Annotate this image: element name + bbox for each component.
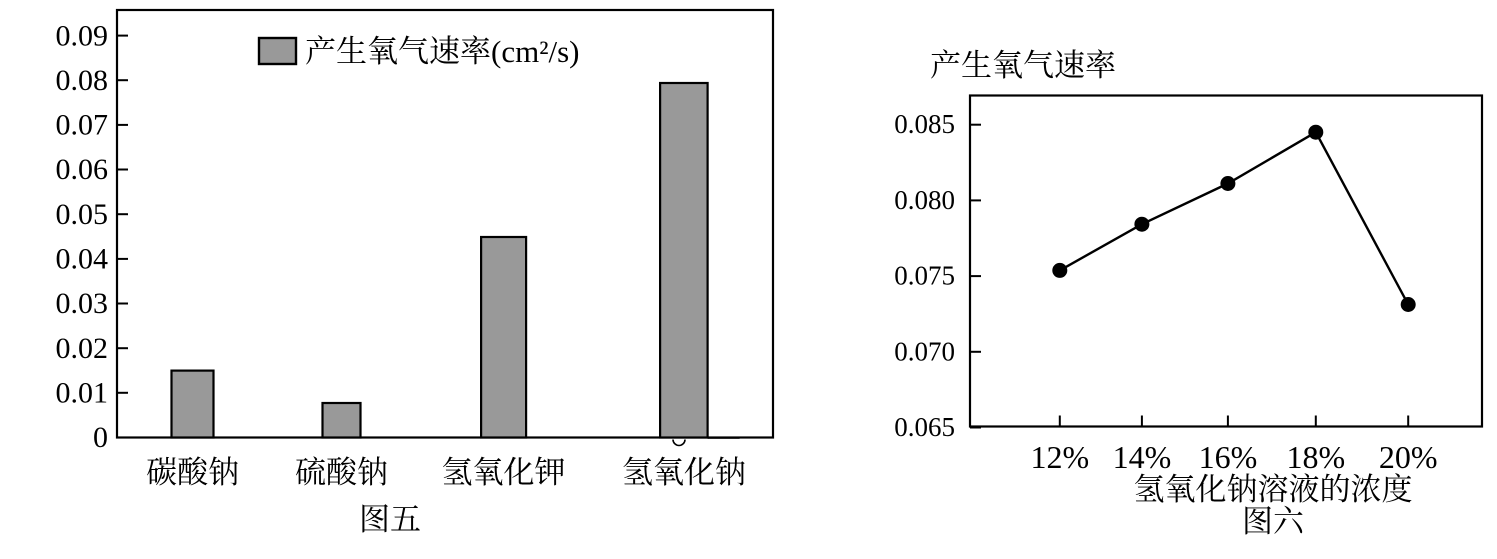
svg-text:0.075: 0.075 <box>894 261 955 291</box>
svg-text:16%: 16% <box>1199 439 1258 475</box>
svg-text:0.080: 0.080 <box>894 185 955 215</box>
svg-text:0.06: 0.06 <box>56 153 109 186</box>
svg-text:0.065: 0.065 <box>894 412 955 442</box>
svg-text:14%: 14% <box>1113 439 1172 475</box>
svg-text:0.05: 0.05 <box>56 198 109 231</box>
svg-text:0.03: 0.03 <box>56 287 109 320</box>
svg-text:0: 0 <box>93 421 108 454</box>
svg-text:0.08: 0.08 <box>56 64 109 97</box>
svg-text:氢氧化钠: 氢氧化钠 <box>622 455 746 490</box>
svg-text:产生氧气速率(cm²/s): 产生氧气速率(cm²/s) <box>305 34 580 69</box>
svg-text:碳酸钠: 碳酸钠 <box>146 455 239 490</box>
svg-text:硫酸钠: 硫酸钠 <box>295 455 388 490</box>
svg-text:0.04: 0.04 <box>56 243 109 276</box>
svg-text:产生氧气速率: 产生氧气速率 <box>930 48 1116 83</box>
svg-text:0.01: 0.01 <box>56 377 109 410</box>
svg-text:0.02: 0.02 <box>56 332 109 365</box>
svg-text:0.07: 0.07 <box>56 109 109 142</box>
svg-text:氢氧化钾: 氢氧化钾 <box>442 455 566 490</box>
svg-text:0.070: 0.070 <box>894 336 955 366</box>
svg-text:20%: 20% <box>1379 439 1438 475</box>
svg-text:图六: 图六 <box>1242 504 1305 539</box>
svg-text:图五: 图五 <box>359 502 421 537</box>
svg-text:0.09: 0.09 <box>56 19 109 52</box>
svg-text:氢氧化钠溶液的浓度: 氢氧化钠溶液的浓度 <box>1134 472 1413 507</box>
svg-text:12%: 12% <box>1030 439 1089 475</box>
svg-text:0.085: 0.085 <box>894 109 955 139</box>
svg-text:18%: 18% <box>1286 439 1345 475</box>
